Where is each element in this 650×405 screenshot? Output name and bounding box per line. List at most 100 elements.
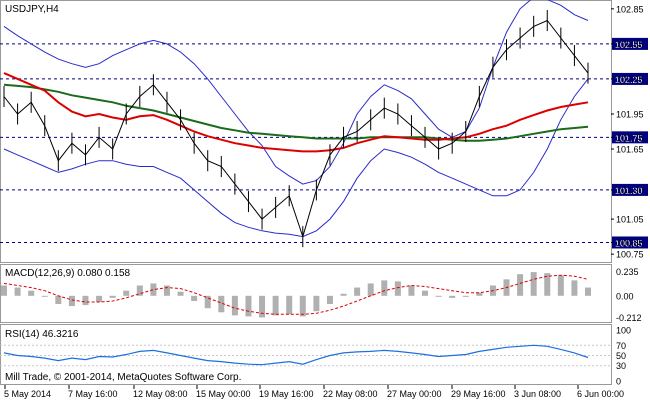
macd-histogram-bar (28, 290, 35, 296)
macd-histogram-bar (82, 295, 89, 306)
macd-histogram-bar (109, 295, 116, 298)
axes: 102.85 102.55 102.25 101.95 101.75 101.65 101.… (4, 4, 644, 399)
macd-axis-label: 0.00 (616, 291, 634, 301)
macd-label: MACD(12,26,9) 0.080 0.158 (5, 268, 131, 279)
macd-histogram-bar (299, 295, 306, 317)
macd-histogram-bar (55, 295, 62, 305)
price-axis-label: 101.75 (616, 133, 644, 143)
time-axis-label: 12 May 08:00 (133, 389, 188, 399)
moving-averages (3, 72, 589, 153)
macd-histogram-bar (136, 285, 143, 296)
time-axis-label: 15 May 00:00 (196, 389, 251, 399)
macd-histogram-bar (191, 295, 198, 301)
macd-histogram-bar (286, 295, 293, 315)
macd-histogram-bar (354, 287, 361, 296)
macd-histogram-bar (123, 290, 130, 296)
level-label-box-0 (612, 37, 648, 50)
rsi-indicator (0, 344, 611, 367)
macd-histogram-bar (544, 273, 551, 296)
time-axis-label: 19 May 16:00 (259, 389, 314, 399)
macd-histogram-bar (408, 285, 415, 296)
time-axis-label: 3 Jun 08:00 (514, 389, 561, 399)
macd-histogram-bar (435, 295, 442, 297)
time-axis-label: 27 May 00:00 (387, 389, 442, 399)
macd-indicator (1, 272, 591, 318)
rsi-axis-label: 30 (616, 361, 626, 371)
symbol-label: USDJPY,H4 (5, 4, 59, 15)
green-ma-line (3, 83, 589, 142)
price-series (3, 10, 589, 248)
level-label-2: 101.75 (615, 133, 643, 143)
macd-histogram-bar (150, 283, 157, 296)
macd-histogram-bar (381, 280, 388, 296)
macd-histogram-bar (68, 295, 75, 307)
bollinger-lower-line (3, 78, 589, 238)
red-ma-line (3, 72, 589, 153)
macd-axis-label: -0.212 (616, 313, 642, 323)
time-axis-label: 5 May 2014 (4, 389, 51, 399)
rsi-panel (0, 324, 612, 385)
macd-histogram-bar (231, 295, 238, 316)
rsi-label: RSI(14) 46.3216 (5, 329, 79, 340)
bollinger-upper-line (3, 0, 589, 185)
rsi-axis-label: 70 (616, 341, 626, 351)
price-axis-label: 101.30 (616, 185, 644, 195)
macd-histogram-bar (272, 295, 279, 316)
macd-signal-line (3, 274, 589, 315)
macd-histogram-bar (41, 295, 48, 297)
macd-histogram-bar (571, 280, 578, 296)
macd-histogram-bar (326, 295, 333, 305)
time-axis-label: 22 May 08:00 (323, 389, 378, 399)
price-axis-label: 101.05 (616, 215, 644, 225)
level-label-box-1 (612, 72, 648, 85)
macd-histogram-bar (394, 281, 401, 296)
macd-histogram-bar (367, 283, 374, 296)
price-axis-label: 100.85 (616, 238, 644, 248)
support-resistance-levels: 102.55 102.25 101.75 101.30 100.85 (0, 37, 648, 249)
macd-histogram-bar (530, 272, 537, 296)
copyright-text: Mill Trade, © 2001-2014, MetaQuotes Soft… (5, 372, 241, 383)
macd-histogram-bar (259, 295, 266, 318)
price-axis-label: 101.95 (616, 109, 644, 119)
macd-histogram-bar (218, 295, 225, 313)
macd-histogram-bar (14, 287, 21, 296)
time-axis-label: 6 Jun 00:00 (577, 389, 624, 399)
macd-histogram-bar (96, 295, 103, 302)
rsi-line (3, 344, 589, 366)
rsi-axis-label: 0 (616, 377, 621, 387)
price-line (3, 19, 589, 239)
level-label-4: 100.85 (615, 238, 643, 248)
macd-histogram-bar (340, 293, 347, 296)
macd-histogram-bar (163, 285, 170, 296)
price-axis-label: 102.25 (616, 74, 644, 84)
macd-axis-label: 0.235 (616, 267, 639, 277)
level-label-box-2 (612, 131, 648, 144)
macd-histogram-bar (476, 292, 483, 296)
macd-histogram-bar (422, 290, 429, 296)
macd-histogram-bar (245, 295, 252, 317)
macd-histogram-bar (449, 295, 456, 298)
macd-histogram-bar (177, 291, 184, 296)
rsi-axis-label: 50 (616, 351, 626, 361)
rsi-axis-label: 100 (616, 326, 631, 336)
price-axis-label: 101.65 (616, 145, 644, 155)
macd-histogram-bar (585, 287, 591, 296)
macd-panel (0, 264, 612, 323)
macd-histogram-bar (204, 295, 211, 309)
macd-histogram-bar (313, 295, 320, 312)
price-axis-label: 100.75 (616, 250, 644, 260)
macd-histogram-bar (1, 285, 7, 296)
price-axis-label: 102.85 (616, 4, 644, 14)
level-label-box-4 (612, 236, 648, 249)
level-label-box-3 (612, 183, 648, 196)
macd-histogram-bar (462, 295, 469, 297)
macd-histogram-bar (517, 274, 524, 296)
macd-histogram-bar (557, 275, 564, 296)
price-axis-label: 102.55 (616, 39, 644, 49)
time-axis-label: 7 May 16:00 (68, 389, 118, 399)
level-label-0: 102.55 (615, 40, 643, 50)
time-axis-label: 29 May 16:00 (451, 389, 506, 399)
level-label-1: 102.25 (615, 75, 643, 85)
